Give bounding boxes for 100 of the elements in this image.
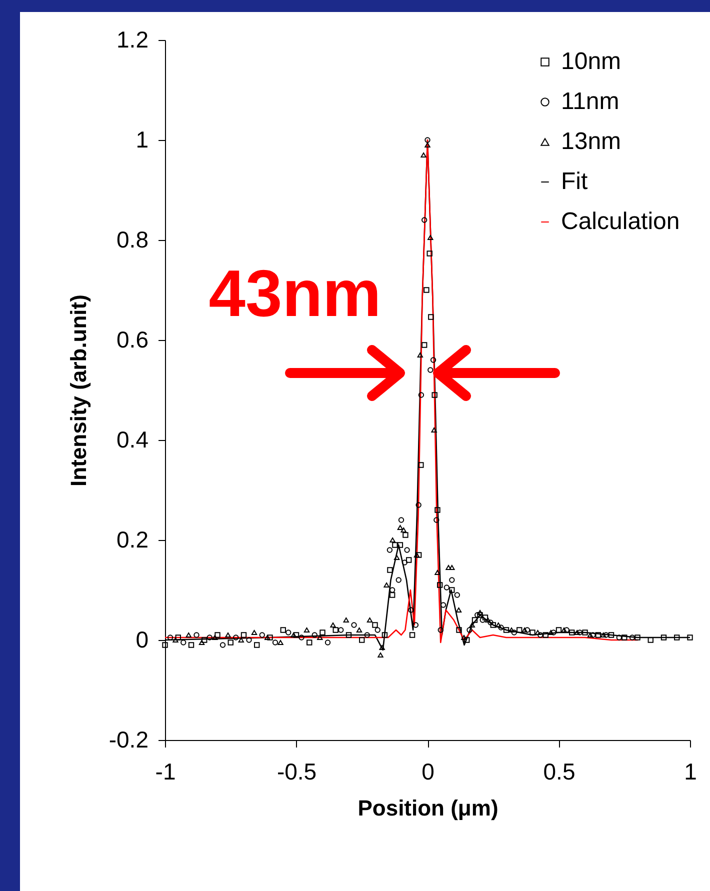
y-tick-label: 0.4 — [116, 426, 149, 452]
point — [511, 630, 517, 636]
point — [480, 617, 486, 623]
point — [372, 622, 378, 628]
point — [402, 532, 408, 538]
y-tick-label: 0.2 — [116, 526, 148, 552]
point — [202, 637, 208, 643]
point — [225, 632, 231, 638]
point — [394, 554, 400, 560]
point — [186, 632, 192, 638]
point — [490, 622, 496, 628]
point — [306, 640, 312, 646]
x-axis-title: Position (μm) — [358, 796, 498, 820]
point — [278, 640, 284, 646]
point — [488, 620, 494, 626]
point — [332, 627, 338, 633]
point — [416, 552, 422, 558]
point — [629, 634, 636, 640]
point — [482, 614, 488, 620]
point — [175, 634, 181, 640]
point — [432, 392, 438, 398]
point — [320, 630, 326, 636]
point — [408, 607, 414, 613]
y-tick-label: 1.2 — [116, 26, 148, 52]
point — [477, 610, 483, 616]
point — [392, 542, 398, 548]
point — [436, 582, 443, 588]
point — [418, 462, 424, 468]
point — [595, 632, 601, 638]
point — [290, 632, 296, 638]
point — [220, 642, 226, 648]
point — [438, 627, 444, 633]
point — [212, 634, 218, 640]
point — [674, 634, 680, 640]
point — [387, 567, 393, 573]
point — [524, 627, 530, 633]
point — [461, 634, 467, 640]
point — [469, 622, 475, 628]
point — [384, 582, 390, 588]
point — [431, 427, 437, 433]
point — [444, 584, 450, 590]
point — [238, 637, 244, 643]
point — [272, 640, 278, 646]
point — [582, 630, 588, 636]
point — [293, 632, 300, 638]
point — [634, 634, 640, 640]
point — [330, 622, 336, 628]
point — [267, 634, 273, 640]
point — [264, 634, 270, 640]
point — [172, 637, 178, 643]
point — [343, 617, 349, 623]
point — [608, 632, 614, 638]
point — [312, 632, 318, 638]
y-axis-title: Intensity (arb.unit) — [66, 294, 91, 486]
point — [498, 624, 504, 630]
point — [351, 622, 357, 628]
point — [472, 617, 478, 623]
point — [420, 152, 426, 158]
point — [390, 537, 396, 543]
x-tick-label: -1 — [155, 758, 176, 784]
point — [338, 627, 344, 633]
point — [522, 627, 528, 633]
point — [194, 632, 200, 638]
point — [386, 547, 393, 553]
point — [449, 577, 455, 583]
point — [162, 642, 168, 648]
point — [440, 602, 446, 608]
point — [616, 634, 622, 640]
point — [317, 634, 323, 640]
point — [687, 634, 693, 640]
legend-label: 10nm — [561, 48, 622, 75]
point — [424, 287, 430, 293]
point — [254, 642, 260, 648]
legend-label: Calculation — [561, 208, 680, 235]
point — [426, 250, 432, 256]
x-tick-label: -0.5 — [276, 758, 317, 784]
point — [534, 630, 541, 636]
legend-label: 13nm — [561, 128, 622, 155]
x-tick-label: 0.5 — [543, 758, 576, 784]
point — [409, 632, 416, 638]
point — [198, 640, 205, 646]
point — [304, 627, 310, 633]
point — [359, 637, 365, 643]
point — [240, 632, 247, 638]
point — [434, 517, 440, 523]
point — [378, 652, 384, 658]
point — [418, 392, 424, 398]
y-tick-label: 0 — [136, 626, 148, 652]
x-tick-label: 1 — [684, 758, 697, 784]
point — [356, 627, 362, 633]
point — [600, 632, 606, 638]
point — [180, 640, 186, 646]
point — [530, 630, 536, 636]
point — [416, 502, 422, 508]
point — [569, 630, 575, 636]
point — [503, 627, 510, 633]
point — [622, 634, 628, 640]
point — [424, 137, 430, 143]
point — [400, 527, 406, 533]
point — [259, 632, 265, 638]
